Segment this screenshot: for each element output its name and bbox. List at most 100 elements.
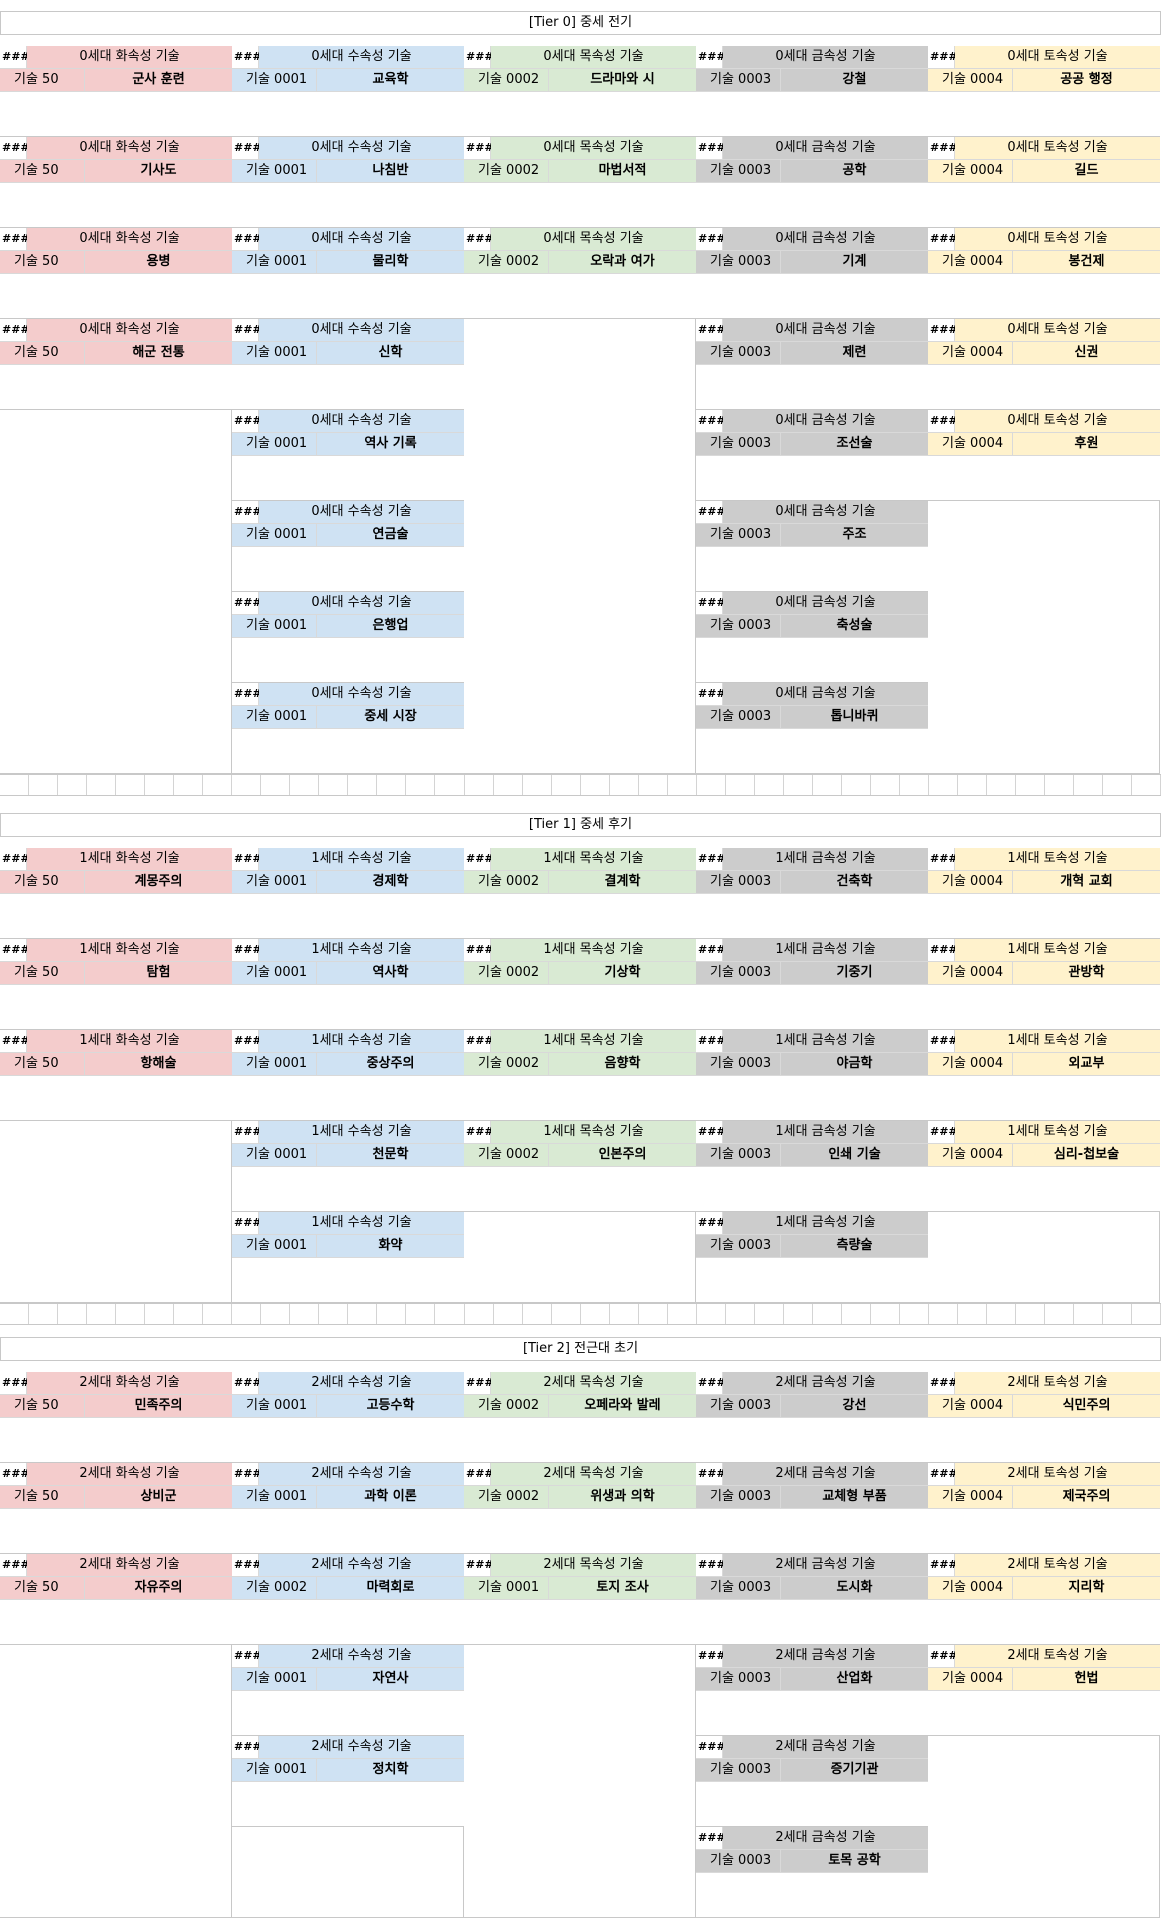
tech-card[interactable]: ### 0세대 수속성 기술 기술 0001 물리학 [232,228,464,319]
tech-card[interactable]: ### 1세대 금속성 기술 기술 0003 기중기 [696,939,928,1030]
tech-card[interactable]: ### 1세대 금속성 기술 기술 0003 측량술 [696,1212,928,1303]
tech-card[interactable]: ### 1세대 금속성 기술 기술 0003 건축학 [696,848,928,939]
tech-card[interactable]: ### 0세대 토속성 기술 기술 0004 신권 [928,319,1160,410]
tech-card-detail: 기술 50 군사 훈련 [0,69,232,92]
tech-card[interactable]: ### 0세대 금속성 기술 기술 0003 공학 [696,137,928,228]
tech-card[interactable]: ### 2세대 목속성 기술 기술 0002 위생과 의학 [464,1463,696,1554]
tech-generation-title: 1세대 금속성 기술 [723,939,928,961]
tech-card[interactable]: ### 1세대 금속성 기술 기술 0003 야금학 [696,1030,928,1121]
tech-card[interactable]: ### 1세대 수속성 기술 기술 0001 천문학 [232,1121,464,1212]
tech-card[interactable]: ### 2세대 토속성 기술 기술 0004 제국주의 [928,1463,1160,1554]
empty-grid-cell [610,1304,639,1324]
tech-card[interactable]: ### 0세대 토속성 기술 기술 0004 공공 행정 [928,46,1160,137]
tech-card[interactable]: ### 0세대 화속성 기술 기술 50 군사 훈련 [0,46,232,137]
tech-card[interactable]: ### 0세대 수속성 기술 기술 0001 교육학 [232,46,464,137]
tech-generation-title: 0세대 토속성 기술 [955,410,1160,432]
tech-card[interactable]: ### 2세대 수속성 기술 기술 0001 고등수학 [232,1372,464,1463]
tech-card[interactable]: ### 0세대 수속성 기술 기술 0001 연금술 [232,501,464,592]
metal-column: ### 1세대 금속성 기술 기술 0003 건축학 ### 1세대 금속성 기술 기술 0… [696,848,928,1303]
tech-card[interactable]: ### 2세대 토속성 기술 기술 0004 지리학 [928,1554,1160,1645]
tech-card[interactable]: ### 0세대 토속성 기술 기술 0004 봉건제 [928,228,1160,319]
hash-cell: ### [696,939,726,961]
tech-card[interactable]: ### 2세대 금속성 기술 기술 0003 토목 공학 [696,1827,928,1918]
tech-card[interactable]: ### 2세대 토속성 기술 기술 0004 헌법 [928,1645,1160,1736]
tech-card[interactable]: ### 2세대 화속성 기술 기술 50 상비군 [0,1463,232,1554]
tech-name: 관방학 [1068,965,1105,980]
tech-card[interactable]: ### 0세대 금속성 기술 기술 0003 기계 [696,228,928,319]
tech-card[interactable]: ### 0세대 수속성 기술 기술 0001 은행업 [232,592,464,683]
tech-card[interactable]: ### 1세대 목속성 기술 기술 0002 음향학 [464,1030,696,1121]
empty-grid-cell [29,775,59,795]
tech-card[interactable]: ### 1세대 수속성 기술 기술 0001 중상주의 [232,1030,464,1121]
tech-card[interactable]: ### 1세대 토속성 기술 기술 0004 외교부 [928,1030,1160,1121]
tech-card[interactable]: ### 1세대 수속성 기술 기술 0001 경제학 [232,848,464,939]
spreadsheet-spacer-row [0,1303,1161,1325]
tech-card-header: ### 2세대 토속성 기술 [928,1463,1160,1486]
tech-card[interactable]: ### 0세대 금속성 기술 기술 0003 축성술 [696,592,928,683]
tech-card[interactable]: ### 0세대 수속성 기술 기술 0001 역사 기록 [232,410,464,501]
tech-card[interactable]: ### 2세대 목속성 기술 기술 0002 오페라와 발레 [464,1372,696,1463]
tech-card[interactable]: ### 1세대 화속성 기술 기술 50 탐험 [0,939,232,1030]
tech-card[interactable]: ### 0세대 화속성 기술 기술 50 기사도 [0,137,232,228]
tech-cost: 기술 0001 [232,615,317,637]
tech-card[interactable]: ### 1세대 금속성 기술 기술 0003 인쇄 기술 [696,1121,928,1212]
tech-card[interactable]: ### 1세대 토속성 기술 기술 0004 관방학 [928,939,1160,1030]
tech-card-detail: 기술 50 탐험 [0,962,232,985]
tech-card[interactable]: ### 0세대 금속성 기술 기술 0003 조선술 [696,410,928,501]
tech-card[interactable]: ### 0세대 토속성 기술 기술 0004 길드 [928,137,1160,228]
tech-card[interactable]: ### 2세대 금속성 기술 기술 0003 도시화 [696,1554,928,1645]
tech-generation-title: 0세대 토속성 기술 [955,46,1160,68]
empty-grid-cell [494,775,523,795]
tech-name: 역사 기록 [364,436,417,451]
tech-card[interactable]: ### 0세대 화속성 기술 기술 50 용병 [0,228,232,319]
tech-cost: 기술 0002 [464,1144,549,1166]
tech-card[interactable]: ### 2세대 금속성 기술 기술 0003 강선 [696,1372,928,1463]
tech-cost: 기술 50 [0,160,85,182]
hash-cell: ### [928,46,958,68]
tech-card[interactable]: ### 1세대 토속성 기술 기술 0004 개혁 교회 [928,848,1160,939]
tech-cost: 기술 50 [0,342,85,364]
tech-card[interactable]: ### 2세대 화속성 기술 기술 50 민족주의 [0,1372,232,1463]
tech-card[interactable]: ### 1세대 수속성 기술 기술 0001 화약 [232,1212,464,1303]
tech-card[interactable]: ### 0세대 화속성 기술 기술 50 해군 전통 [0,319,232,410]
tech-card[interactable]: ### 1세대 화속성 기술 기술 50 항해술 [0,1030,232,1121]
tech-card[interactable]: ### 1세대 화속성 기술 기술 50 계몽주의 [0,848,232,939]
tech-card[interactable]: ### 1세대 목속성 기술 기술 0002 결계학 [464,848,696,939]
tech-card-header: ### 0세대 수속성 기술 [232,501,464,524]
tech-card[interactable]: ### 2세대 수속성 기술 기술 0002 마력회로 [232,1554,464,1645]
tech-card[interactable]: ### 2세대 금속성 기술 기술 0003 교체형 부품 [696,1463,928,1554]
tech-card[interactable]: ### 0세대 금속성 기술 기술 0003 제련 [696,319,928,410]
tech-card[interactable]: ### 0세대 금속성 기술 기술 0003 톱니바퀴 [696,683,928,774]
tech-card[interactable]: ### 2세대 금속성 기술 기술 0003 산업화 [696,1645,928,1736]
tech-card[interactable]: ### 2세대 화속성 기술 기술 50 자유주의 [0,1554,232,1645]
tech-cost: 기술 0003 [696,342,781,364]
tech-card[interactable]: ### 1세대 목속성 기술 기술 0002 인본주의 [464,1121,696,1212]
tech-card[interactable]: ### 0세대 목속성 기술 기술 0002 오락과 여가 [464,228,696,319]
empty-grid-cell [929,775,959,795]
tech-card[interactable]: ### 2세대 수속성 기술 기술 0001 자연사 [232,1645,464,1736]
tech-card-header: ### 0세대 금속성 기술 [696,319,928,342]
empty-grid-cell [552,1304,581,1324]
tech-card-detail: 기술 0004 제국주의 [928,1486,1160,1509]
tech-card[interactable]: ### 0세대 목속성 기술 기술 0002 드라마와 시 [464,46,696,137]
tech-generation-title: 0세대 금속성 기술 [723,592,928,614]
tech-card[interactable]: ### 1세대 수속성 기술 기술 0001 역사학 [232,939,464,1030]
tech-card[interactable]: ### 2세대 수속성 기술 기술 0001 과학 이론 [232,1463,464,1554]
tech-card[interactable]: ### 0세대 토속성 기술 기술 0004 후원 [928,410,1160,501]
tech-card[interactable]: ### 2세대 토속성 기술 기술 0004 식민주의 [928,1372,1160,1463]
tech-card[interactable]: ### 2세대 목속성 기술 기술 0001 토지 조사 [464,1554,696,1645]
tech-card[interactable]: ### 0세대 수속성 기술 기술 0001 나침반 [232,137,464,228]
tech-card[interactable]: ### 0세대 금속성 기술 기술 0003 주조 [696,501,928,592]
tech-generation-title: 1세대 수속성 기술 [259,1212,464,1234]
tech-generation-title: 1세대 토속성 기술 [955,1030,1160,1052]
tech-name: 길드 [1074,163,1099,178]
tech-card[interactable]: ### 2세대 금속성 기술 기술 0003 증기기관 [696,1736,928,1827]
tech-card[interactable]: ### 1세대 토속성 기술 기술 0004 심리-첩보술 [928,1121,1160,1212]
tech-card[interactable]: ### 2세대 수속성 기술 기술 0001 정치학 [232,1736,464,1827]
tech-card[interactable]: ### 0세대 수속성 기술 기술 0001 신학 [232,319,464,410]
tech-card[interactable]: ### 0세대 금속성 기술 기술 0003 강철 [696,46,928,137]
tech-card[interactable]: ### 0세대 목속성 기술 기술 0002 마법서적 [464,137,696,228]
tech-card[interactable]: ### 0세대 수속성 기술 기술 0001 중세 시장 [232,683,464,774]
tech-card-header: ### 0세대 금속성 기술 [696,46,928,69]
tech-card[interactable]: ### 1세대 목속성 기술 기술 0002 기상학 [464,939,696,1030]
